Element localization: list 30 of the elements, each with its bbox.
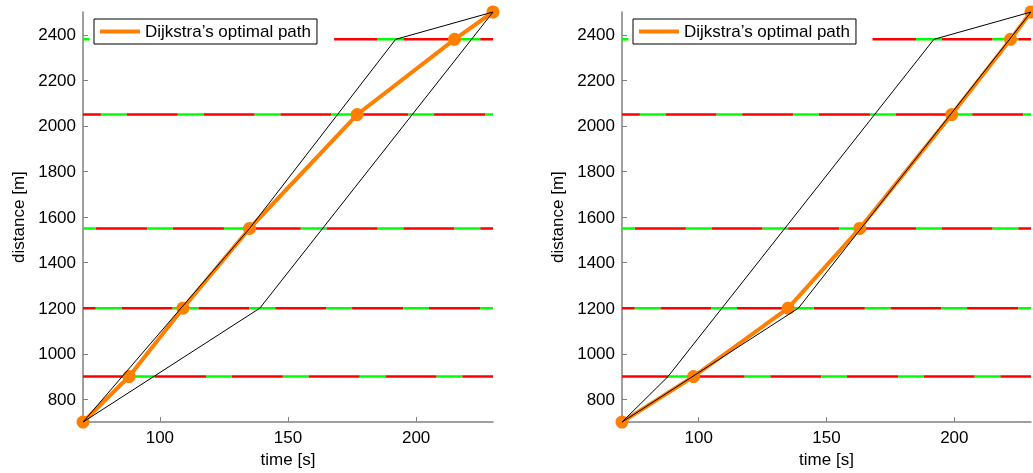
y-tick-label: 1800 [577, 161, 615, 181]
y-tick-label: 2200 [577, 70, 615, 90]
x-tick-label: 150 [273, 428, 303, 448]
x-tick-label: 200 [401, 428, 431, 448]
y-tick-label: 2000 [38, 116, 76, 136]
y-tick-label: 1000 [38, 344, 76, 364]
x-tick-label: 100 [145, 428, 175, 448]
x-tick-label: 200 [940, 428, 969, 448]
y-axis-title: distance [m] [548, 171, 567, 263]
y-tick-label: 1400 [38, 253, 76, 273]
y-tick-label: 1200 [577, 298, 615, 318]
y-tick-label: 1200 [38, 298, 76, 318]
x-tick-label: 100 [684, 428, 713, 448]
x-tick-label: 150 [812, 428, 841, 448]
y-tick-label: 800 [47, 389, 76, 409]
y-tick-label: 1800 [38, 161, 76, 181]
y-tick-label: 2000 [577, 116, 615, 136]
y-tick-label: 1000 [577, 344, 615, 364]
x-axis-title: time [s] [260, 450, 316, 469]
y-tick-label: 1400 [577, 253, 615, 273]
y-tick-label: 2200 [38, 70, 76, 90]
y-tick-label: 800 [586, 389, 615, 409]
legend-label: Dijkstra’s optimal path [145, 22, 311, 41]
x-axis-title: time [s] [799, 450, 854, 469]
y-axis-title: distance [m] [9, 171, 28, 263]
y-tick-label: 1600 [38, 207, 76, 227]
y-tick-label: 1600 [577, 207, 615, 227]
y-tick-label: 2400 [38, 25, 76, 45]
y-tick-label: 2400 [577, 25, 615, 45]
legend-label: Dijkstra’s optimal path [684, 22, 850, 41]
